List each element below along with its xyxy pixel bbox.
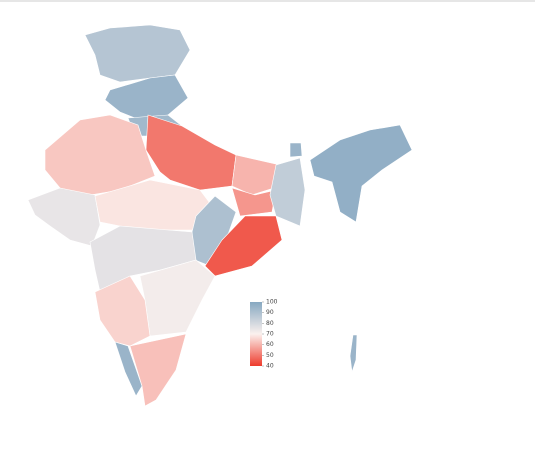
colorbar-gradient	[250, 302, 262, 366]
region	[349, 334, 358, 373]
colorbar-label: 80	[266, 320, 274, 327]
colorbar-label: 40	[266, 363, 274, 370]
region	[269, 157, 306, 227]
region	[231, 154, 281, 196]
region	[145, 114, 237, 191]
colorbar-label: 50	[266, 352, 274, 359]
region	[309, 124, 413, 223]
regions	[27, 24, 413, 407]
region	[27, 187, 101, 247]
region	[94, 275, 151, 347]
colorbar-label: 100	[266, 299, 278, 306]
region	[114, 341, 143, 397]
colorbar-label: 70	[266, 331, 274, 338]
region	[289, 142, 303, 158]
region	[204, 215, 283, 277]
region	[44, 114, 156, 196]
region	[129, 333, 187, 407]
colorbar-label: 90	[266, 309, 274, 316]
region	[104, 74, 189, 121]
colorbar: 100 90 80 70 60 50 40	[250, 299, 278, 370]
colorbar-label: 60	[266, 341, 274, 348]
region	[84, 24, 191, 83]
